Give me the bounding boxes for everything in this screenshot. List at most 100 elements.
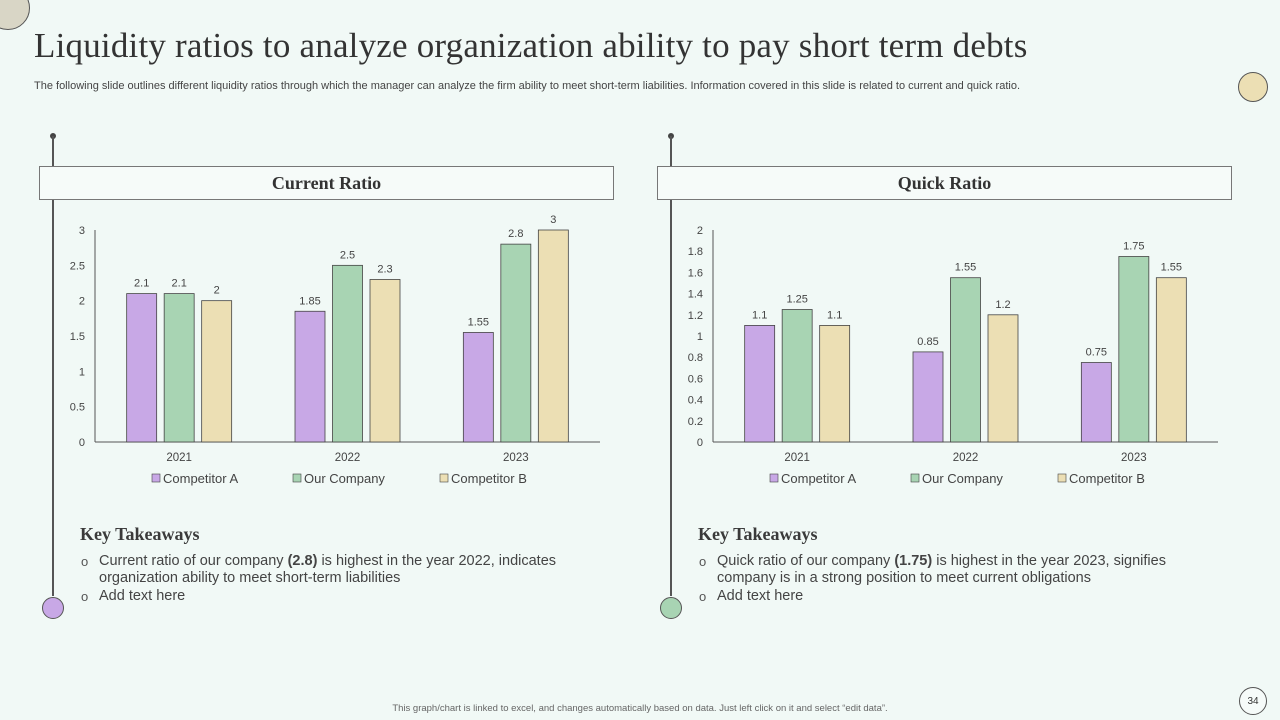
data-label: 2: [214, 285, 220, 297]
data-label: 2.8: [508, 228, 523, 240]
current-ratio-heading-text: Current Ratio: [271, 172, 382, 193]
legend-entry: Competitor B: [451, 471, 527, 486]
current-ratio-takeaways: Key Takeaways o Current ratio of our com…: [80, 524, 590, 606]
y-tick-label: 1.8: [688, 246, 703, 258]
x-tick-label: 2021: [784, 452, 810, 464]
data-label: 2.3: [377, 263, 392, 275]
page-number: 34: [1239, 687, 1267, 715]
bar-competitor-a: [462, 332, 494, 443]
legend-swatch-icon: [292, 473, 302, 483]
footer-note: This graph/chart is linked to excel, and…: [392, 703, 888, 714]
quick-ratio-heading-text: Quick Ratio: [897, 172, 992, 193]
legend-swatch-icon: [151, 473, 161, 483]
bullet-icon: o: [699, 589, 707, 604]
takeaway-item: o Quick ratio of our company (1.75) is h…: [698, 553, 1208, 587]
data-label: 1.55: [468, 316, 489, 328]
data-label: 1.1: [827, 309, 842, 321]
legend-swatch-icon: [439, 473, 449, 483]
takeaway-placeholder: Add text here: [717, 588, 804, 604]
takeaways-list: o Current ratio of our company (2.8) is …: [80, 553, 590, 605]
legend-entry: Our Company: [304, 471, 385, 486]
legend-entry: Competitor A: [781, 471, 856, 486]
bar-competitor-a: [912, 351, 944, 443]
x-tick-label: 2023: [1121, 452, 1147, 464]
bullet-icon: o: [699, 554, 707, 569]
takeaway-text: Quick ratio of our company: [717, 553, 895, 569]
slide-subtitle: The following slide outlines different l…: [34, 80, 1021, 92]
takeaways-list: o Quick ratio of our company (1.75) is h…: [698, 553, 1208, 605]
timeline-circle-left: [42, 597, 64, 619]
bar-competitor-b: [537, 229, 569, 443]
data-label: 1.1: [752, 309, 767, 321]
quick-ratio-takeaways: Key Takeaways o Quick ratio of our compa…: [698, 524, 1208, 606]
y-tick-label: 0.2: [688, 416, 703, 428]
y-tick-label: 0.6: [688, 373, 703, 385]
x-tick-label: 2022: [953, 452, 979, 464]
y-tick-label: 1.6: [688, 267, 703, 279]
bar-competitor-b: [201, 300, 233, 443]
y-tick-label: 2: [79, 296, 85, 308]
bar-competitor-a: [1080, 362, 1112, 443]
legend-swatch-icon: [1057, 473, 1067, 483]
takeaways-title: Key Takeaways: [698, 524, 818, 544]
y-tick-label: 0: [697, 437, 703, 449]
data-label: 2.5: [340, 249, 355, 261]
takeaways-title: Key Takeaways: [80, 524, 200, 544]
bar-our-company: [332, 264, 363, 443]
data-label: 1.75: [1123, 241, 1144, 253]
data-label: 1.25: [786, 294, 807, 306]
bullet-icon: o: [81, 589, 89, 604]
legend-entry: Our Company: [922, 471, 1003, 486]
data-label: 1.85: [299, 295, 320, 307]
takeaway-placeholder: Add text here: [99, 588, 186, 604]
takeaway-item: o Add text here: [80, 588, 590, 605]
corner-circle-decoration: [0, 0, 30, 30]
data-label: 0.75: [1086, 347, 1107, 359]
data-label: 3: [550, 214, 556, 226]
y-tick-label: 3: [79, 225, 85, 237]
bar-competitor-a: [744, 325, 776, 443]
timeline-circle-right: [660, 597, 682, 619]
y-tick-label: 2.5: [70, 260, 85, 272]
data-label: 1.55: [1161, 262, 1182, 274]
y-tick-label: 0.5: [70, 402, 85, 414]
timeline-line-left: [52, 136, 54, 596]
bar-our-company: [1118, 256, 1150, 443]
y-tick-label: 1.2: [688, 310, 703, 322]
data-label: 1.2: [995, 299, 1010, 311]
y-tick-label: 0.4: [688, 395, 703, 407]
takeaway-text-rest: is highest in the year 2023, signifies c…: [717, 553, 1166, 586]
y-tick-label: 1.5: [70, 331, 85, 343]
bar-our-company: [950, 277, 981, 443]
y-tick-label: 1.4: [688, 289, 703, 301]
y-tick-label: 1: [79, 366, 85, 378]
takeaway-highlight: (1.75): [894, 553, 933, 569]
legend-swatch-icon: [910, 473, 920, 483]
timeline-line-right: [670, 136, 672, 596]
takeaway-item: o Add text here: [698, 588, 1208, 605]
bar-our-company: [781, 309, 813, 443]
bar-our-company: [500, 243, 532, 443]
x-tick-label: 2023: [503, 452, 529, 464]
bar-competitor-b: [1155, 277, 1187, 443]
data-label: 2.1: [134, 278, 149, 290]
quick-ratio-chart: 0 0.2 0.4 0.6 0.8 1 1.2 1.4 1.6 1.8 2 1.1 1.25 1.1 202…: [688, 225, 1218, 486]
takeaway-text-rest: is highest in the year 2022, indicates o…: [99, 553, 557, 586]
x-tick-label: 2021: [166, 452, 192, 464]
y-tick-label: 2: [697, 225, 703, 237]
bar-competitor-a: [294, 310, 326, 443]
data-label: 1.55: [955, 262, 976, 274]
bar-competitor-a: [126, 293, 158, 443]
y-tick-label: 0: [79, 437, 85, 449]
bar-competitor-b: [987, 314, 1019, 443]
takeaway-text: Current ratio of our company: [99, 553, 288, 569]
bar-our-company: [163, 293, 195, 443]
bullet-icon: o: [81, 554, 89, 569]
accent-circle-decoration: [1238, 72, 1268, 102]
y-tick-label: 0.8: [688, 352, 703, 364]
data-label: 0.85: [917, 336, 938, 348]
y-tick-label: 1: [697, 331, 703, 343]
legend-entry: Competitor B: [1069, 471, 1145, 486]
current-ratio-chart: 0 0.5 1 1.5 2 2.5 3 2.1 2.1 2 2021 1.85 2.5 2.3 2022 1.…: [70, 214, 600, 486]
slide-title: Liquidity ratios to analyze organization…: [34, 26, 1028, 65]
